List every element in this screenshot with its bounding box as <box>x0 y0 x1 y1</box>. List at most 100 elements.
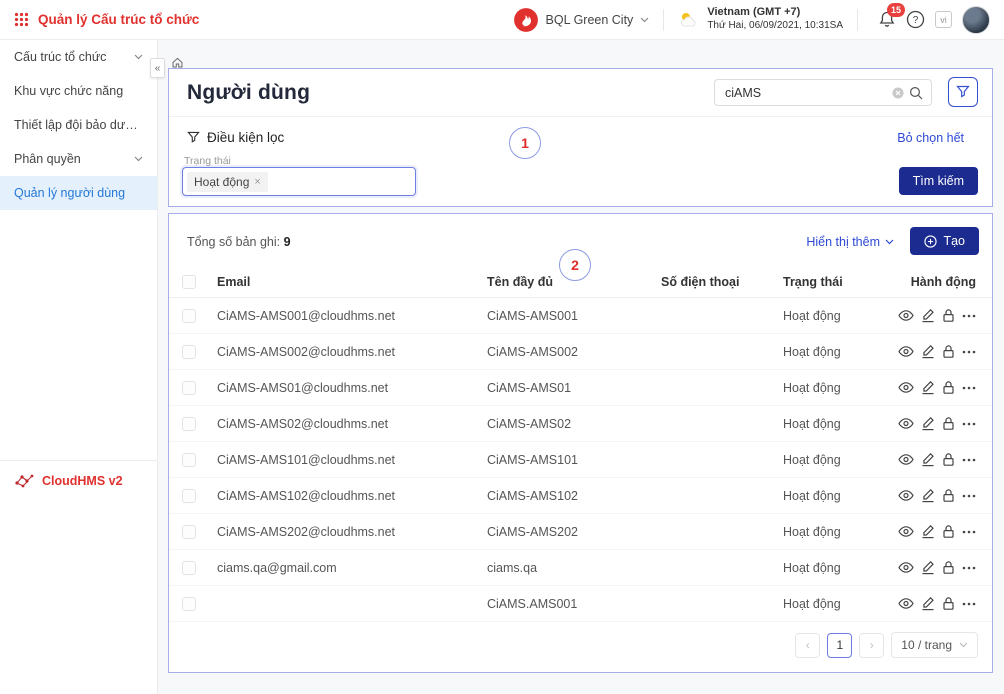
more-actions-icon[interactable] <box>962 530 976 534</box>
view-icon[interactable] <box>898 309 914 322</box>
more-actions-icon[interactable] <box>962 350 976 354</box>
language-button[interactable]: vi <box>935 11 952 28</box>
clear-search-icon[interactable] <box>892 87 904 99</box>
home-breadcrumb-icon[interactable] <box>171 56 184 69</box>
more-actions-icon[interactable] <box>962 314 976 318</box>
cell-fullname: CiAMS-AMS001 <box>487 308 578 323</box>
more-actions-icon[interactable] <box>962 494 976 498</box>
row-checkbox[interactable] <box>182 344 196 359</box>
sidebar-item-3[interactable]: Phân quyền <box>0 142 157 176</box>
edit-icon[interactable] <box>921 344 935 359</box>
edit-icon[interactable] <box>921 380 935 395</box>
edit-icon[interactable] <box>921 452 935 467</box>
column-header-fullname: Tên đầy đủ <box>479 275 653 289</box>
view-icon[interactable] <box>898 561 914 574</box>
more-actions-icon[interactable] <box>962 386 976 390</box>
row-checkbox[interactable] <box>182 308 196 323</box>
filter-toggle-button[interactable] <box>948 77 978 107</box>
sidebar-item-1[interactable]: Khu vực chức năng <box>0 74 157 108</box>
more-actions-icon[interactable] <box>962 458 976 462</box>
show-more-link[interactable]: Hiển thị thêm <box>806 235 894 249</box>
lock-icon[interactable] <box>942 488 955 503</box>
cell-fullname: CiAMS.AMS001 <box>487 596 578 611</box>
row-checkbox[interactable] <box>182 380 196 395</box>
table-row: CiAMS-AMS202@cloudhms.net CiAMS-AMS202 H… <box>169 514 992 550</box>
search-input[interactable] <box>725 85 892 100</box>
edit-icon[interactable] <box>921 488 935 503</box>
chevron-down-icon <box>640 17 649 23</box>
lock-icon[interactable] <box>942 452 955 467</box>
table-row: CiAMS-AMS001@cloudhms.net CiAMS-AMS001 H… <box>169 298 992 334</box>
divider <box>857 8 858 31</box>
edit-icon[interactable] <box>921 308 935 323</box>
edit-icon[interactable] <box>921 524 935 539</box>
sidebar-item-0[interactable]: Cấu trúc tổ chức <box>0 40 157 74</box>
lock-icon[interactable] <box>942 416 955 431</box>
lock-icon[interactable] <box>942 524 955 539</box>
row-checkbox[interactable] <box>182 560 196 575</box>
lock-icon[interactable] <box>942 380 955 395</box>
org-selector[interactable]: BQL Green City <box>513 7 650 33</box>
cell-fullname: ciams.qa <box>487 560 538 575</box>
edit-icon[interactable] <box>921 596 935 611</box>
next-page-button[interactable]: › <box>859 632 885 658</box>
cell-email: CiAMS-AMS001@cloudhms.net <box>217 308 396 323</box>
sidebar-item-label: Phân quyền <box>14 152 81 166</box>
cell-fullname: CiAMS-AMS01 <box>487 380 572 395</box>
view-icon[interactable] <box>898 525 914 538</box>
users-table: Email Tên đầy đủ Số điện thoại Trạng thá… <box>169 266 992 622</box>
sidebar-item-label: Khu vực chức năng <box>14 84 124 98</box>
weather-icon <box>678 10 700 30</box>
sidebar-collapse-button[interactable]: « <box>150 58 165 78</box>
view-icon[interactable] <box>898 381 914 394</box>
lock-icon[interactable] <box>942 344 955 359</box>
view-icon[interactable] <box>898 489 914 502</box>
cell-status: Hoạt động <box>783 380 841 395</box>
row-checkbox[interactable] <box>182 452 196 467</box>
table-row: CiAMS-AMS02@cloudhms.net CiAMS-AMS02 Hoạ… <box>169 406 992 442</box>
search-box <box>714 79 932 106</box>
more-actions-icon[interactable] <box>962 566 976 570</box>
row-checkbox[interactable] <box>182 488 196 503</box>
notifications-button[interactable]: 15 <box>878 3 905 29</box>
sidebar-item-label: Quản lý người dùng <box>14 186 126 200</box>
lock-icon[interactable] <box>942 596 955 611</box>
cell-status: Hoạt động <box>783 596 841 611</box>
remove-tag-icon[interactable]: × <box>254 175 261 188</box>
prev-page-button[interactable]: ‹ <box>795 632 821 658</box>
chevron-down-icon <box>134 54 143 60</box>
status-tag: Hoạt động × <box>187 171 268 192</box>
clear-all-link[interactable]: Bỏ chọn hết <box>897 131 964 145</box>
create-button[interactable]: Tạo <box>910 227 979 255</box>
cell-status: Hoạt động <box>783 344 841 359</box>
sidebar-item-4[interactable]: Quản lý người dùng <box>0 176 157 210</box>
view-icon[interactable] <box>898 417 914 430</box>
lock-icon[interactable] <box>942 308 955 323</box>
datetime-label: Thứ Hai, 06/09/2021, 10:31SA <box>707 20 843 32</box>
view-icon[interactable] <box>898 597 914 610</box>
select-all-checkbox[interactable] <box>182 274 196 289</box>
more-actions-icon[interactable] <box>962 602 976 606</box>
help-button[interactable]: ? <box>906 10 925 29</box>
edit-icon[interactable] <box>921 416 935 431</box>
cell-email: CiAMS-AMS02@cloudhms.net <box>217 416 389 431</box>
status-multiselect[interactable]: Hoạt động × <box>182 167 416 196</box>
lock-icon[interactable] <box>942 560 955 575</box>
app-grid-icon[interactable] <box>14 12 29 27</box>
row-checkbox[interactable] <box>182 416 196 431</box>
sidebar-item-2[interactable]: Thiết lập đội bảo dưỡng khu ... <box>0 108 157 142</box>
row-checkbox[interactable] <box>182 596 196 611</box>
row-checkbox[interactable] <box>182 524 196 539</box>
search-submit-button[interactable]: Tìm kiếm <box>898 167 978 195</box>
edit-icon[interactable] <box>921 560 935 575</box>
user-avatar[interactable] <box>962 5 990 34</box>
search-icon[interactable] <box>909 86 923 100</box>
page-size-select[interactable]: 10 / trang <box>891 632 978 658</box>
more-actions-icon[interactable] <box>962 422 976 426</box>
sidebar-footer-cloudhms[interactable]: CloudHMS v2 <box>0 464 157 498</box>
cell-email: ciams.qa@gmail.com <box>217 560 337 575</box>
svg-text:?: ? <box>913 15 919 26</box>
current-page-button[interactable]: 1 <box>827 632 853 658</box>
view-icon[interactable] <box>898 345 914 358</box>
view-icon[interactable] <box>898 453 914 466</box>
